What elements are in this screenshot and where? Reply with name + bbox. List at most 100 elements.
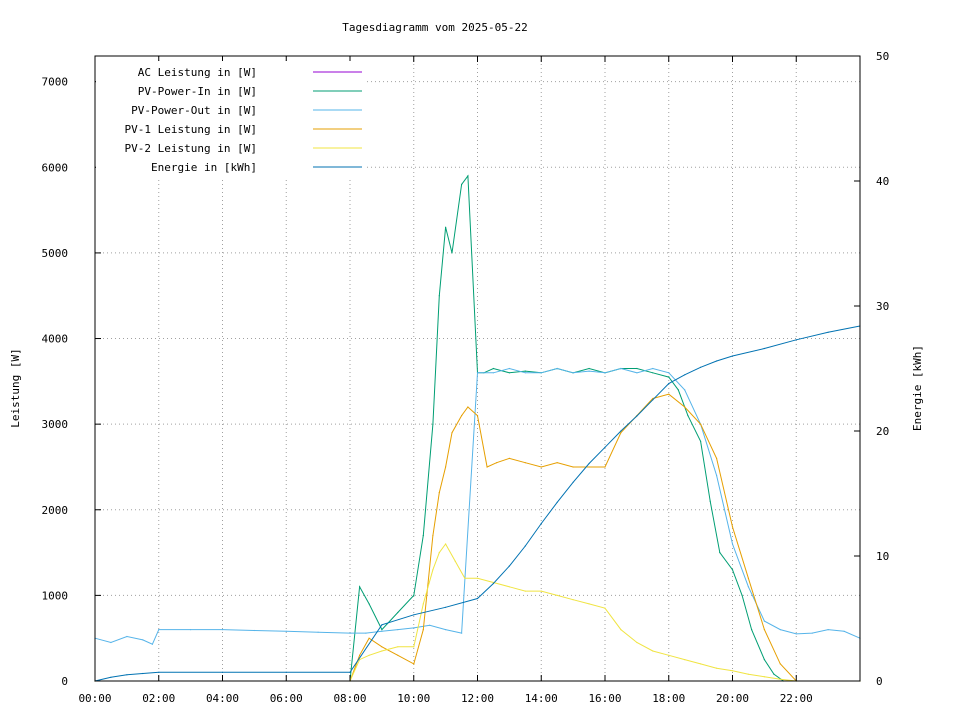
series-point-5: [556, 501, 558, 503]
series-point-5: [413, 614, 415, 616]
series-point-3: [620, 432, 622, 434]
y2-tick-label: 30: [876, 300, 889, 313]
series-point-2: [158, 629, 160, 631]
series-point-4: [454, 560, 456, 562]
series-point-3: [381, 646, 383, 648]
series-point-5: [381, 624, 383, 626]
series-point-3: [422, 629, 424, 631]
series-point-3: [438, 492, 440, 494]
series-point-4: [476, 577, 479, 579]
series-point-5: [795, 339, 797, 341]
series-point-4: [731, 670, 734, 672]
series-point-5: [684, 374, 686, 376]
legend-box: [96, 61, 366, 179]
series-point-2: [190, 629, 192, 631]
series-point-5: [668, 382, 670, 385]
series-point-5: [540, 522, 542, 525]
series-point-1: [368, 603, 370, 605]
series-point-3: [461, 415, 463, 417]
legend-label: PV-Power-In in [W]: [138, 85, 257, 98]
series-point-3: [668, 393, 670, 395]
series-point-5: [636, 415, 638, 417]
series-point-5: [620, 430, 622, 432]
series-point-2: [827, 629, 829, 631]
series-point-1: [636, 367, 638, 370]
series-point-2: [684, 389, 686, 391]
series-point-2: [556, 367, 558, 370]
series-point-1: [773, 673, 775, 675]
series-point-4: [432, 569, 434, 571]
series-point-3: [588, 466, 590, 468]
series-point-3: [359, 654, 361, 656]
series-point-1: [381, 629, 383, 631]
series-point-2: [716, 474, 718, 477]
x-tick-label: 02:00: [142, 692, 175, 705]
series-point-5: [700, 366, 702, 368]
x-tick-label: 08:00: [333, 692, 366, 705]
legend-label: Energie in [kWh]: [151, 161, 257, 174]
series-point-2: [620, 367, 622, 370]
y-tick-label: 3000: [42, 418, 69, 431]
series-point-1: [588, 367, 590, 370]
y2-tick-label: 50: [876, 50, 889, 63]
series-point-2: [540, 372, 542, 374]
chart-title: Tagesdiagramm vom 2025-05-22: [342, 21, 527, 34]
x-tick-label: 16:00: [588, 692, 621, 705]
series-point-1: [445, 226, 447, 228]
x-tick-label: 00:00: [78, 692, 111, 705]
series-point-4: [422, 603, 424, 605]
series-point-1: [359, 586, 361, 588]
series-point-1: [763, 659, 766, 661]
series-point-4: [747, 673, 750, 675]
legend: AC Leistung in [W] PV-Power-In in [W] PV-P…: [96, 61, 366, 179]
x-tick-label: 18:00: [652, 692, 685, 705]
series-point-2: [811, 632, 813, 634]
series-point-4: [572, 599, 574, 601]
series-point-3: [476, 415, 479, 417]
series-point-2: [349, 632, 351, 634]
series-point-5: [285, 671, 287, 673]
legend-label: PV-Power-Out in [W]: [131, 104, 257, 117]
series-point-5: [126, 674, 128, 676]
series-point-1: [741, 594, 743, 597]
y-axis-label: Leistung [W]: [9, 348, 22, 427]
series-point-3: [556, 462, 558, 464]
y-tick-label: 4000: [42, 333, 69, 346]
series-point-3: [496, 462, 498, 464]
series-point-4: [381, 650, 383, 652]
series-point-1: [652, 372, 654, 374]
series-point-5: [221, 671, 224, 673]
series-point-3: [604, 466, 606, 468]
series-point-1: [438, 295, 440, 297]
series-point-2: [795, 633, 797, 635]
series-point-1: [467, 175, 469, 177]
x-tick-label: 22:00: [780, 692, 813, 705]
series-point-5: [158, 671, 160, 673]
series-point-1: [413, 594, 415, 597]
series-point-2: [668, 372, 670, 374]
series-point-2: [413, 627, 415, 629]
series-point-3: [716, 457, 718, 459]
series-point-2: [253, 629, 255, 632]
series-point-3: [432, 534, 434, 537]
series-point-4: [413, 646, 415, 648]
x-tick-label: 10:00: [397, 692, 430, 705]
series-point-4: [668, 654, 670, 656]
series-point-2: [843, 630, 845, 632]
series-point-3: [747, 577, 750, 579]
series-point-3: [731, 526, 734, 528]
series-point-2: [508, 367, 510, 370]
series-point-2: [588, 370, 590, 372]
series-point-5: [445, 606, 447, 608]
series-point-2: [365, 632, 367, 634]
series-point-2: [151, 643, 153, 645]
series-point-4: [397, 646, 399, 648]
series-point-3: [540, 466, 542, 468]
series-point-2: [461, 632, 463, 634]
series-point-1: [719, 552, 721, 554]
series-point-2: [604, 372, 606, 374]
series-point-4: [588, 603, 590, 605]
series-point-4: [700, 663, 702, 665]
series-point-5: [716, 360, 718, 362]
series-point-2: [731, 543, 734, 545]
